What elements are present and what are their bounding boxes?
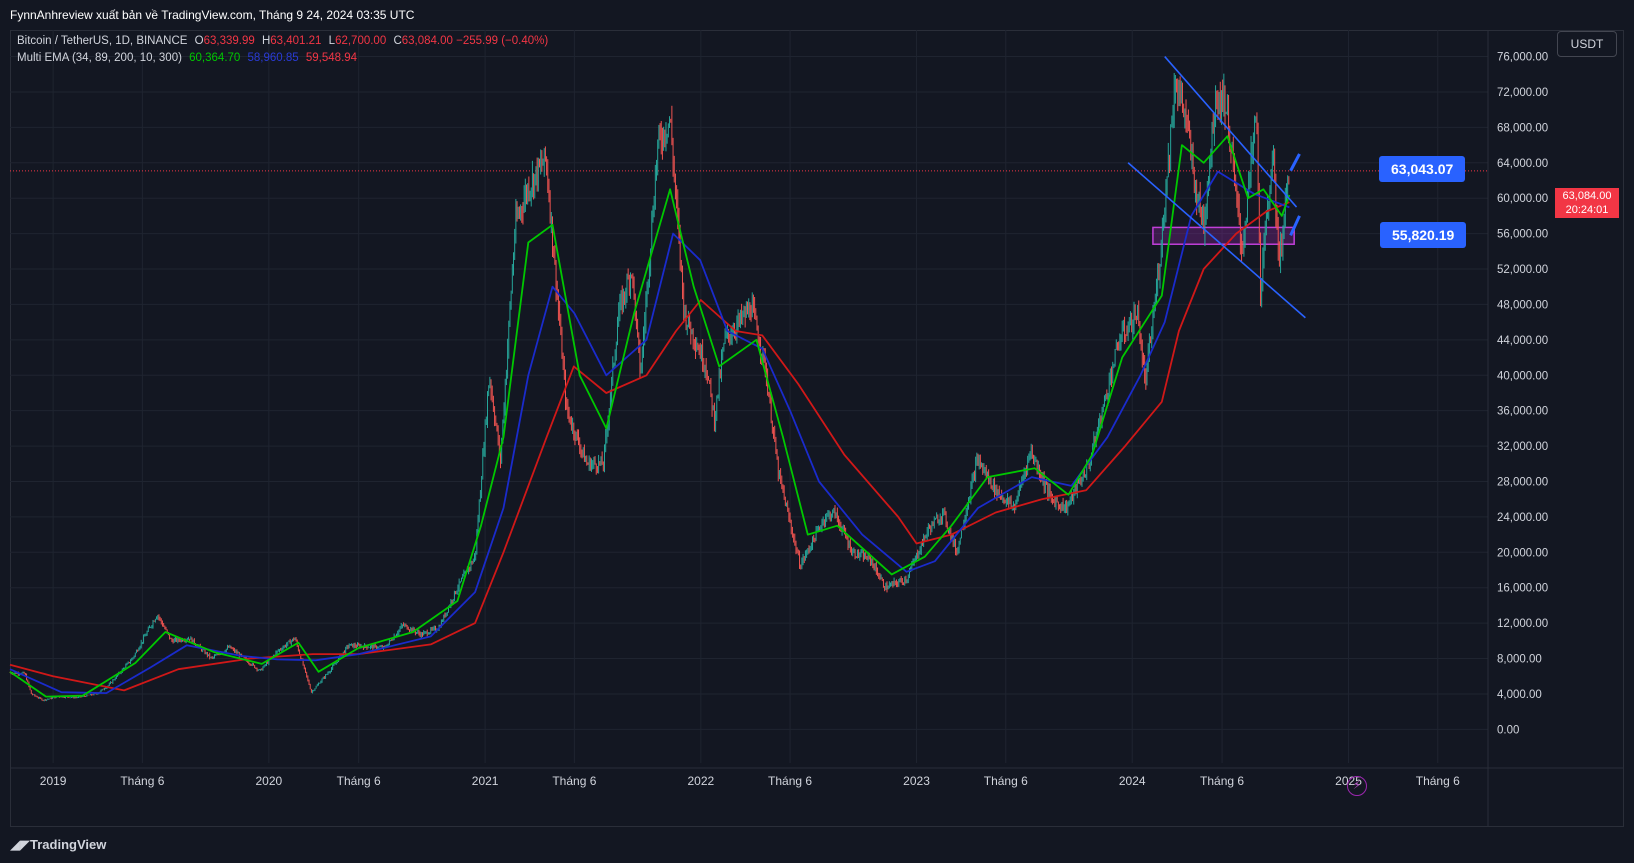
last-price-value: 63,084.00 [1562,190,1612,202]
chart-frame [10,30,1624,827]
y-tick-label: 16,000.00 [1497,583,1548,595]
y-tick-label: 60,000.00 [1497,193,1548,205]
y-tick-label: 12,000.00 [1497,618,1548,630]
ema-fast-line [9,135,1291,698]
x-tick-label: Tháng 6 [1200,774,1244,788]
y-tick-label: 24,000.00 [1497,512,1548,524]
open-value: 63,339.99 [203,35,255,47]
publish-info: FynnAnhreview xuất bản về TradingView.co… [10,8,415,22]
trendline-upper [1164,56,1298,208]
y-tick-label: 20,000.00 [1497,547,1548,559]
y-tick-label: 32,000.00 [1497,441,1548,453]
support-zone [1152,226,1295,245]
currency-button[interactable]: USDT [1557,31,1617,57]
x-tick-label: Tháng 6 [1416,774,1460,788]
low-label: L [328,35,336,47]
close-label: C [393,35,402,47]
x-tick-label: Tháng 6 [552,774,596,788]
x-tick-label: 2021 [472,774,499,788]
y-tick-label: 68,000.00 [1497,122,1548,134]
x-tick-label: Tháng 6 [768,774,812,788]
open-label: O [194,35,204,47]
y-tick-label: 44,000.00 [1497,335,1548,347]
y-tick-label: 52,000.00 [1497,264,1548,276]
change-value: −255.99 (−0.40%) [456,35,549,47]
ema-label: Multi EMA (34, 89, 200, 10, 300) [17,52,182,64]
brand-name: TradingView [30,837,107,852]
price-callout-lower: 55,820.19 [1380,222,1467,248]
last-price-tag: 63,084.00 20:24:01 [1555,188,1619,218]
bar-countdown: 20:24:01 [1565,204,1609,216]
y-tick-label: 64,000.00 [1497,158,1548,170]
price-callout-upper: 63,043.07 [1379,156,1466,182]
y-tick-label: 8,000.00 [1497,654,1542,666]
x-tick-label: Tháng 6 [120,774,164,788]
x-tick-label: 2023 [903,774,930,788]
grid-lines [10,30,1488,763]
x-tick-label: 2020 [255,774,282,788]
ema-slow-value: 59,548.94 [305,52,358,64]
publish-header: FynnAnhreview xuất bản về TradingView.co… [0,0,1634,30]
high-value: 63,401.21 [270,35,322,47]
symbol-legend: Bitcoin / TetherUS, 1D, BINANCE O63,339.… [17,35,548,47]
x-tick-label: 2024 [1119,774,1146,788]
trendline-lower [1127,162,1306,319]
y-tick-label: 48,000.00 [1497,299,1548,311]
y-tick-label: 36,000.00 [1497,406,1548,418]
ema-slow-line [9,201,1290,692]
y-tick-label: 0.00 [1497,724,1519,736]
x-tick-label: 2022 [687,774,714,788]
tradingview-logo[interactable]: ◢◤TradingView [10,837,106,853]
ema-mid-value: 58,960.85 [247,52,299,64]
ema-fast-value: 60,364.70 [189,52,241,64]
low-value: 62,700.00 [335,35,387,47]
high-label: H [261,35,271,47]
symbol-name: Bitcoin / TetherUS, 1D, BINANCE [17,35,188,47]
tv-logo-icon: ◢◤ [10,837,30,852]
x-tick-label: 2019 [40,774,67,788]
callout-arrow [1289,153,1301,172]
x-tick-label: Tháng 6 [984,774,1028,788]
y-tick-label: 56,000.00 [1497,229,1548,241]
lightning-icon[interactable]: ⚡ [1347,776,1367,796]
callout-arrow [1289,215,1301,237]
indicator-legend[interactable]: Multi EMA (34, 89, 200, 10, 300) 60,364.… [17,52,357,64]
x-tick-label: Tháng 6 [337,774,381,788]
y-tick-label: 28,000.00 [1497,476,1548,488]
candles [9,72,1290,702]
footer: ◢◤TradingView [0,827,1634,863]
y-tick-label: 4,000.00 [1497,689,1542,701]
y-tick-label: 76,000.00 [1497,52,1548,64]
y-tick-label: 72,000.00 [1497,87,1548,99]
close-value: 63,084.00 [401,35,453,47]
y-tick-label: 40,000.00 [1497,370,1548,382]
